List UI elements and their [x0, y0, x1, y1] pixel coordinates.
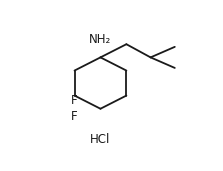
Text: NH₂: NH₂: [89, 32, 112, 45]
Text: F: F: [71, 110, 78, 123]
Text: HCl: HCl: [90, 133, 111, 146]
Text: F: F: [71, 94, 78, 107]
